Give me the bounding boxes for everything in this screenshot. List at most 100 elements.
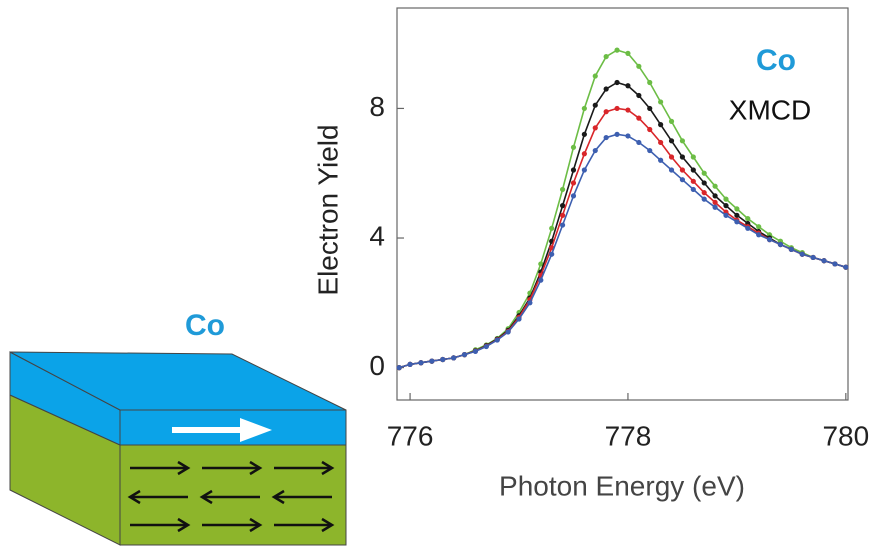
data-point: [559, 212, 566, 218]
data-point: [799, 251, 805, 257]
data-point: [603, 134, 609, 141]
data-point: [592, 147, 598, 154]
data-point: [559, 203, 566, 209]
data-point: [570, 193, 577, 199]
data-point: [701, 170, 707, 176]
data-point: [407, 361, 413, 367]
arrow-head: [321, 517, 335, 533]
magnetization-arrow: [172, 418, 272, 442]
data-point: [712, 193, 718, 199]
data-point: [832, 261, 838, 267]
data-point: [690, 178, 696, 184]
data-point: [788, 246, 794, 252]
data-point: [810, 254, 816, 261]
data-point: [658, 122, 664, 128]
data-point: [603, 109, 609, 115]
plot-frame: [396, 7, 849, 401]
data-point: [777, 241, 784, 248]
front-green-face: [119, 444, 347, 546]
data-point: [647, 105, 653, 112]
diagram: Co: [9, 309, 347, 546]
data-point: [679, 177, 686, 183]
data-point: [581, 105, 587, 112]
data-point: [756, 224, 762, 230]
data-point: [614, 47, 620, 53]
data-point: [418, 360, 424, 366]
data-point: [538, 261, 544, 267]
data-point: [614, 105, 620, 112]
data-point: [701, 196, 707, 202]
data-point: [712, 199, 718, 205]
diagram-label: Co: [185, 309, 225, 342]
annotation: Co: [756, 44, 796, 77]
data-point: [679, 167, 686, 173]
data-point: [636, 115, 642, 121]
data-point: [745, 225, 751, 231]
arrow-head: [177, 460, 191, 476]
data-point: [592, 73, 598, 79]
data-point: [429, 358, 435, 364]
arrow-head: [127, 489, 141, 505]
data-point: [658, 157, 664, 163]
data-point: [549, 251, 555, 257]
data-point: [494, 337, 500, 343]
data-point: [461, 352, 468, 358]
series-line: [398, 107, 847, 369]
data-point: [821, 258, 827, 264]
data-point: [592, 102, 598, 108]
data-point: [701, 180, 707, 186]
data-point: [745, 215, 751, 222]
data-point: [690, 186, 696, 193]
data-point: [679, 154, 686, 160]
data-point: [690, 167, 696, 173]
data-point: [614, 131, 620, 137]
data-point: [559, 186, 566, 193]
data-point: [592, 125, 598, 131]
data-point: [766, 237, 773, 243]
exchange-arrows: [127, 460, 335, 533]
data-point: [658, 139, 664, 146]
data-point: [668, 118, 675, 124]
data-point: [625, 133, 631, 139]
data-point: [570, 180, 577, 186]
data-point: [701, 190, 707, 196]
data-point: [625, 50, 631, 56]
x-tick-label: 780: [822, 420, 869, 451]
data-point: [516, 316, 522, 322]
chart: Co XMCD Photon Energy (eV) Electron Yiel…: [312, 7, 869, 501]
arrow-head: [199, 489, 213, 505]
data-point: [734, 219, 740, 225]
arrow-head: [249, 517, 263, 533]
x-tick-label: 776: [387, 420, 434, 451]
data-point: [690, 154, 696, 160]
data-point: [723, 196, 729, 202]
data-point: [658, 99, 664, 105]
data-point: [636, 92, 642, 99]
x-tick-label: 778: [605, 420, 652, 451]
data-point: [668, 167, 675, 173]
data-point: [723, 203, 729, 209]
data-point: [483, 343, 489, 350]
data-point: [734, 212, 740, 218]
y-tick-label: 4: [369, 220, 385, 251]
data-point: [581, 131, 587, 137]
y-tick-label: 8: [369, 91, 385, 122]
data-point: [451, 355, 457, 361]
arrow-head: [271, 489, 285, 505]
arrow-head: [249, 460, 263, 476]
data-point: [603, 86, 609, 92]
data-point: [712, 204, 718, 210]
data-point: [625, 107, 631, 113]
data-point: [723, 212, 729, 218]
data-point: [647, 126, 653, 133]
x-axis-label: Photon Energy (eV): [499, 470, 745, 501]
data-point: [668, 138, 675, 144]
data-point: [570, 144, 577, 150]
data-point: [636, 139, 642, 146]
data-point: [505, 329, 511, 335]
data-point: [712, 183, 718, 189]
arrow-head: [177, 517, 191, 533]
data-point: [549, 225, 555, 231]
data-point: [843, 264, 849, 270]
